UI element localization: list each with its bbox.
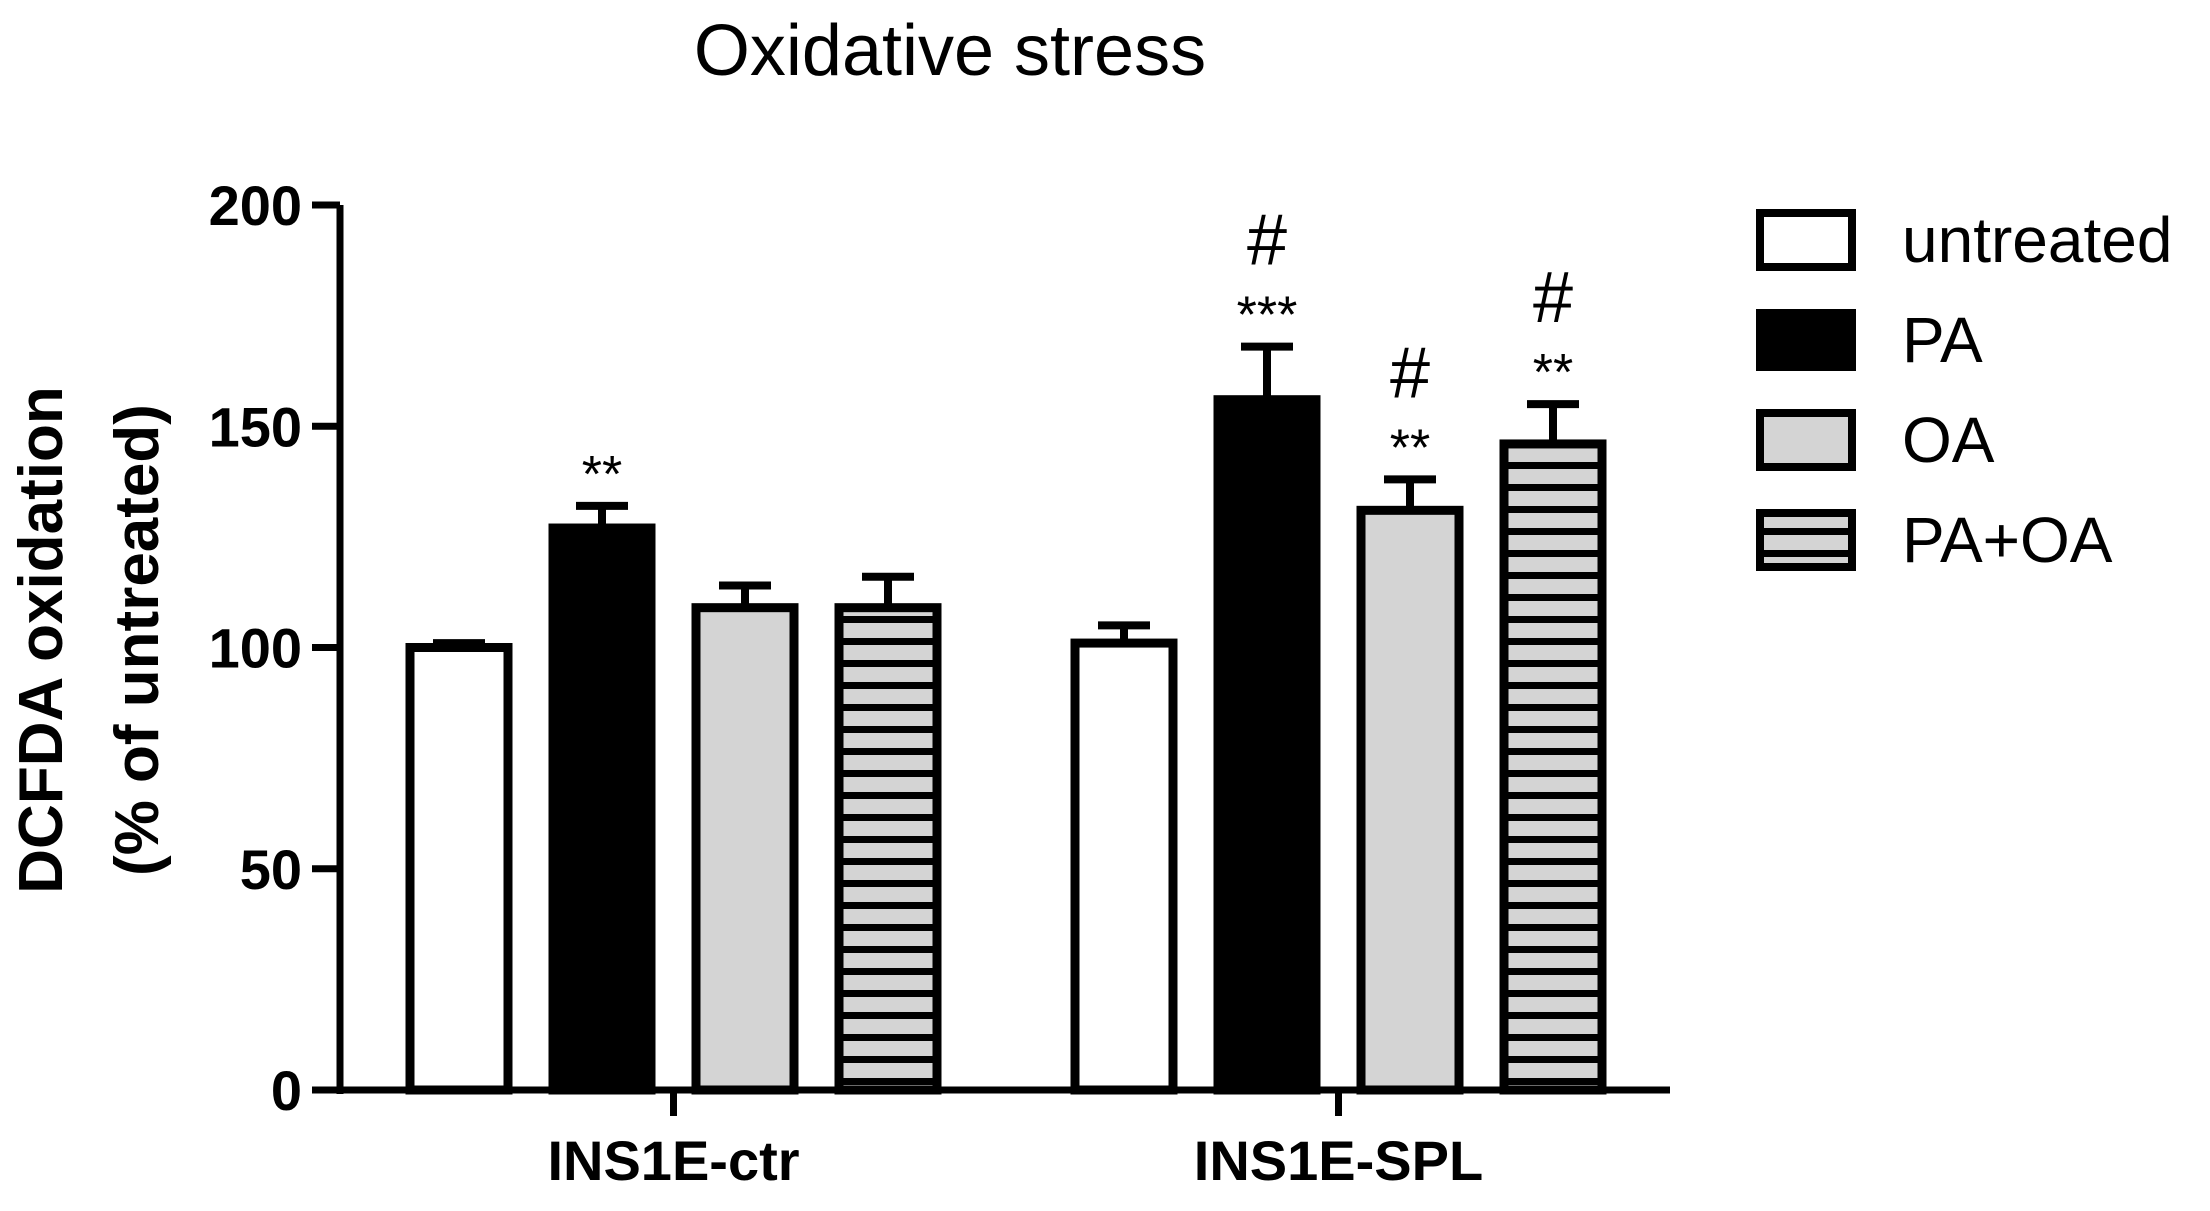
chart-title: Oxidative stress <box>694 11 1206 91</box>
bar-oa-ins1e-spl <box>1356 505 1464 1095</box>
bar-pa-oa-ins1e-ctr <box>834 603 942 1095</box>
y-axis-label-line1: DCFDA oxidation <box>7 386 76 893</box>
legend-label: PA <box>1902 304 1983 376</box>
bar-pa-oa-ins1e-spl <box>1499 439 1607 1095</box>
y-tick-label: 200 <box>209 174 302 237</box>
significance-stars: *** <box>1237 287 1298 345</box>
bar-pa-ins1e-ctr <box>548 523 656 1095</box>
legend-swatch <box>1756 309 1856 371</box>
legend-label: untreated <box>1902 204 2172 276</box>
significance-stars: ** <box>1533 344 1573 402</box>
y-axis-label-line2: (% of untreated) <box>103 404 172 876</box>
significance-hash: # <box>1533 258 1573 338</box>
x-tick-label: INS1E-SPL <box>1194 1129 1483 1192</box>
significance-hash: # <box>1247 201 1287 281</box>
legend-label: OA <box>1902 404 1995 476</box>
legend-label: PA+OA <box>1902 504 2113 576</box>
y-tick-label: 50 <box>240 838 302 901</box>
y-tick-label: 0 <box>271 1059 302 1122</box>
x-tick-label: INS1E-ctr <box>547 1129 799 1192</box>
y-tick-label: 150 <box>209 395 302 458</box>
significance-hash: # <box>1390 333 1430 413</box>
bar-untreated-ins1e-spl <box>1070 638 1178 1095</box>
legend-swatch <box>1756 409 1856 471</box>
bar-oa-ins1e-ctr <box>691 603 799 1095</box>
significance-stars: ** <box>582 446 622 504</box>
legend-swatch <box>1756 209 1856 271</box>
significance-stars: ** <box>1390 419 1430 477</box>
y-tick-label: 100 <box>209 617 302 680</box>
legend-swatch <box>1756 509 1856 571</box>
bar-pa-ins1e-spl <box>1213 395 1321 1095</box>
bar-untreated-ins1e-ctr <box>405 643 513 1095</box>
